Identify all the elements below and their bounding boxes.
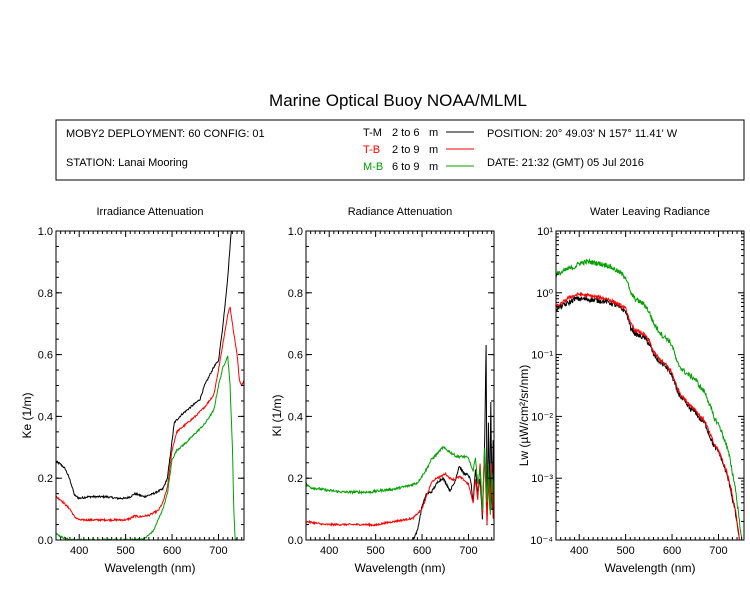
legend-range: 2 to 9 xyxy=(392,144,420,156)
plot-frame xyxy=(305,230,495,541)
figure-title: Marine Optical Buoy NOAA/MLML xyxy=(269,91,527,110)
legend-range: 2 to 6 xyxy=(392,127,420,139)
y-tick-label: 10⁰ xyxy=(536,288,553,300)
legend-range: 6 to 9 xyxy=(392,161,420,173)
y-axis-label: Kl (1/m) xyxy=(270,394,284,436)
x-tick-label: 500 xyxy=(616,545,634,557)
series-group xyxy=(306,344,494,540)
y-tick-label: 10⁻² xyxy=(531,411,553,423)
y-tick-label: 0.0 xyxy=(288,535,303,547)
charts: Irradiance Attenuation 400 500 600 700 0.0 0.2… xyxy=(20,206,745,575)
station-text: STATION: Lanai Mooring xyxy=(66,157,188,169)
series-group xyxy=(556,258,743,540)
legend-entry: M-B 6 to 9 m xyxy=(363,161,474,173)
y-axis-label: Lw (µW/cm²/sr/nm) xyxy=(517,365,531,467)
y-tick-label: 10⁻¹ xyxy=(531,350,553,362)
y-tick-label: 0.8 xyxy=(288,288,303,300)
x-tick-label: 700 xyxy=(709,545,727,557)
x-tick-label: 400 xyxy=(320,545,338,557)
y-tick-label: 0.4 xyxy=(288,411,303,423)
y-tick-label: 1.0 xyxy=(288,226,303,238)
chart-title: Water Leaving Radiance xyxy=(590,206,710,218)
legend-unit: m xyxy=(429,144,438,156)
y-axis-label: Ke (1/m) xyxy=(20,392,34,438)
legend-entry: T-M 2 to 6 m xyxy=(363,127,474,139)
series-line-t-b xyxy=(556,292,740,540)
series-line-t-m xyxy=(556,295,740,539)
x-tick-label: 400 xyxy=(70,545,88,557)
x-axis-label: Wavelength (nm) xyxy=(605,561,696,575)
y-tick-label: 0.0 xyxy=(38,535,53,547)
position-text: POSITION: 20° 49.03' N 157° 11.41' W xyxy=(487,128,678,140)
legend-unit: m xyxy=(429,127,438,139)
series-line-t-b xyxy=(56,306,244,523)
y-tick-label: 0.2 xyxy=(38,473,53,485)
x-tick-label: 700 xyxy=(459,545,477,557)
x-tick-label: 500 xyxy=(116,545,134,557)
y-tick-label: 1.0 xyxy=(38,226,53,238)
legend: T-M 2 to 6 m T-B 2 to 9 m M-B 6 to 9 m xyxy=(363,127,474,173)
chart-3: Water Leaving Radiance 400 500 600 700 10⁻⁴ 10… xyxy=(517,206,745,575)
y-tick-label: 10⁻⁴ xyxy=(530,535,553,547)
legend-code: T-B xyxy=(363,144,380,156)
x-axis-label: Wavelength (nm) xyxy=(105,561,196,575)
x-axis-label: Wavelength (nm) xyxy=(355,561,446,575)
x-tick-label: 500 xyxy=(366,545,384,557)
deployment-text: MOBY2 DEPLOYMENT: 60 CONFIG: 01 xyxy=(66,128,265,140)
legend-code: M-B xyxy=(363,161,383,173)
legend-unit: m xyxy=(429,161,438,173)
x-tick-label: 600 xyxy=(663,545,681,557)
x-tick-label: 400 xyxy=(570,545,588,557)
y-tick-label: 10¹ xyxy=(537,226,553,238)
y-tick-label: 0.6 xyxy=(288,350,303,362)
series-line-t-m xyxy=(56,231,232,501)
y-tick-label: 0.4 xyxy=(38,411,53,423)
info-panel: MOBY2 DEPLOYMENT: 60 CONFIG: 01 STATION:… xyxy=(55,119,745,181)
x-tick-label: 600 xyxy=(413,545,431,557)
date-text: DATE: 21:32 (GMT) 05 Jul 2016 xyxy=(487,157,644,169)
legend-entry: T-B 2 to 9 m xyxy=(363,144,474,156)
y-tick-label: 10⁻³ xyxy=(531,473,553,485)
y-tick-label: 0.8 xyxy=(38,288,53,300)
series-line-t-b xyxy=(306,454,494,528)
chart-title: Irradiance Attenuation xyxy=(96,206,203,218)
plot-frame xyxy=(555,230,745,541)
series-line-m-b xyxy=(556,258,743,539)
chart-2: Radiance Attenuation 400 500 600 700 0.0 0.2 0.… xyxy=(270,206,495,575)
chart-title: Radiance Attenuation xyxy=(348,206,453,218)
y-tick-label: 0.2 xyxy=(288,473,303,485)
x-tick-label: 600 xyxy=(163,545,181,557)
chart-1: Irradiance Attenuation 400 500 600 700 0.0 0.2… xyxy=(20,206,245,575)
series-line-m-b xyxy=(56,355,237,540)
series-group xyxy=(56,231,244,540)
legend-code: T-M xyxy=(363,127,382,139)
info-box xyxy=(55,119,745,181)
series-line-t-m xyxy=(412,344,494,540)
x-tick-label: 700 xyxy=(209,545,227,557)
series-line-m-b xyxy=(306,446,494,515)
y-tick-label: 0.6 xyxy=(38,350,53,362)
